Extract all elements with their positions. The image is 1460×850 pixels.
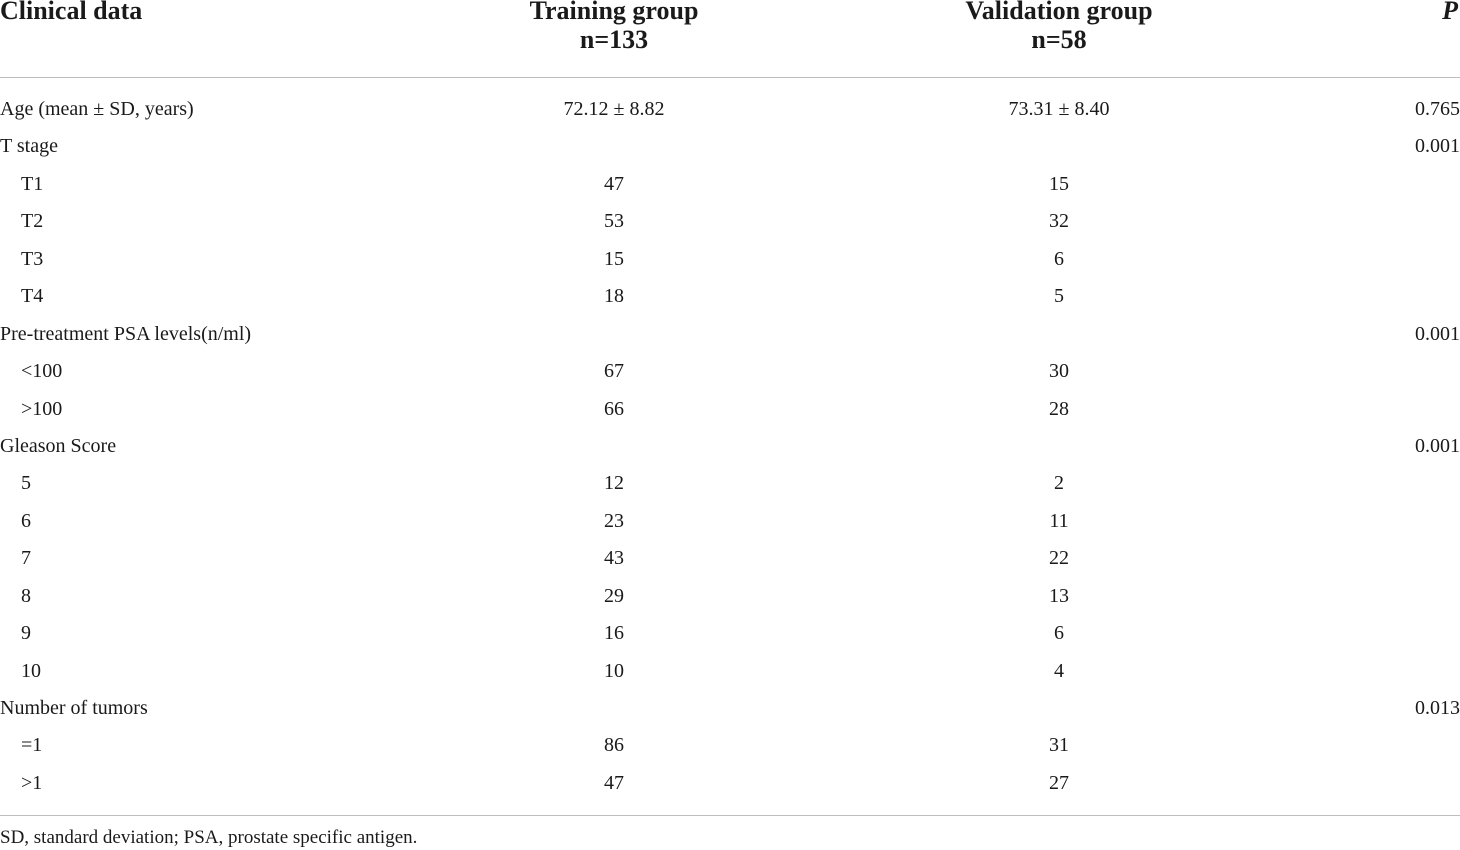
row-label: 5 <box>21 472 31 495</box>
row-label: Gleason Score <box>0 434 117 457</box>
validation-value: 2 <box>1054 472 1064 495</box>
row-label: >100 <box>21 397 63 420</box>
validation-value: 15 <box>1049 172 1069 195</box>
table-row: T stage 0.001 <box>0 130 1460 167</box>
table-row: >100 66 28 <box>0 393 1460 430</box>
row-label: Age (mean ± SD, years) <box>0 98 194 120</box>
header-validation-group-n: n=58 <box>1031 25 1087 54</box>
validation-value: 73.31 ± 8.40 <box>1008 98 1110 120</box>
table-row: 9 16 6 <box>0 617 1460 654</box>
p-value: 0.001 <box>1415 322 1460 345</box>
table-row: 5 12 2 <box>0 467 1460 504</box>
table-row: >1 47 27 <box>0 767 1460 804</box>
table-row: Number of tumors 0.013 <box>0 692 1460 729</box>
training-value: 29 <box>604 584 624 607</box>
validation-value: 6 <box>1054 622 1064 645</box>
p-value: 0.001 <box>1415 434 1460 457</box>
table-row: Pre-treatment PSA levels(n/ml) 0.001 <box>0 318 1460 355</box>
row-label: >1 <box>21 771 43 794</box>
table-row: 7 43 22 <box>0 542 1460 579</box>
training-value: 47 <box>604 771 624 794</box>
header-training-group: Training group n=133 <box>464 0 764 54</box>
training-value: 72.12 ± 8.82 <box>563 98 665 120</box>
training-value: 12 <box>604 472 624 495</box>
training-value: 53 <box>604 210 624 233</box>
validation-value: 22 <box>1049 547 1069 570</box>
training-value: 66 <box>604 397 624 420</box>
table-row: 6 23 11 <box>0 505 1460 542</box>
table-footnote: SD, standard deviation; PSA, prostate sp… <box>0 827 418 848</box>
row-label: 9 <box>21 622 31 645</box>
training-value: 86 <box>604 734 624 757</box>
table-row: <100 67 30 <box>0 355 1460 392</box>
validation-value: 31 <box>1049 734 1069 757</box>
header-clinical-data: Clinical data <box>0 0 143 25</box>
p-value: 0.765 <box>1415 98 1460 120</box>
table-row: T3 15 6 <box>0 243 1460 280</box>
table-row: T4 18 5 <box>0 280 1460 317</box>
training-value: 18 <box>604 285 624 308</box>
training-value: 10 <box>604 659 624 682</box>
row-label: 10 <box>21 659 41 682</box>
training-value: 15 <box>604 247 624 270</box>
validation-value: 28 <box>1049 397 1069 420</box>
table-row: T1 47 15 <box>0 168 1460 205</box>
row-label: T3 <box>21 247 44 270</box>
row-label: T2 <box>21 210 44 233</box>
validation-value: 5 <box>1054 285 1064 308</box>
row-label: T1 <box>21 172 44 195</box>
training-value: 23 <box>604 509 624 532</box>
p-value: 0.013 <box>1415 697 1460 719</box>
validation-value: 30 <box>1049 360 1069 383</box>
table-row: =1 86 31 <box>0 729 1460 766</box>
table-row: 10 10 4 <box>0 655 1460 692</box>
header-training-group-title: Training group <box>529 0 699 25</box>
header-validation-group-title: Validation group <box>965 0 1153 25</box>
training-value: 67 <box>604 360 624 383</box>
training-value: 43 <box>604 547 624 570</box>
row-label: =1 <box>21 734 43 757</box>
validation-value: 13 <box>1049 584 1069 607</box>
row-label: <100 <box>21 360 63 383</box>
table-bottom-rule <box>0 815 1460 816</box>
validation-value: 11 <box>1049 509 1069 532</box>
p-value: 0.001 <box>1415 135 1460 158</box>
row-label: 8 <box>21 584 31 607</box>
header-validation-group: Validation group n=58 <box>909 0 1209 54</box>
clinical-data-table: Clinical data Training group n=133 Valid… <box>0 0 1460 804</box>
row-label: 7 <box>21 547 31 570</box>
row-label: T stage <box>0 135 58 158</box>
row-label: Number of tumors <box>0 697 148 719</box>
table-row: Age (mean ± SD, years) 72.12 ± 8.82 73.31 … <box>0 93 1460 130</box>
validation-value: 27 <box>1049 771 1069 794</box>
table-row: Gleason Score 0.001 <box>0 430 1460 467</box>
table-row: 8 29 13 <box>0 580 1460 617</box>
table-header: Clinical data Training group n=133 Valid… <box>0 0 1460 78</box>
row-label: 6 <box>21 509 31 532</box>
row-label: T4 <box>21 285 44 308</box>
table-body: Age (mean ± SD, years) 72.12 ± 8.82 73.31 … <box>0 78 1460 804</box>
training-value: 16 <box>604 622 624 645</box>
validation-value: 4 <box>1054 659 1064 682</box>
header-training-group-n: n=133 <box>579 25 649 54</box>
validation-value: 6 <box>1054 247 1064 270</box>
table-row: T2 53 32 <box>0 205 1460 242</box>
training-value: 47 <box>604 172 624 195</box>
header-p-value: P <box>1442 0 1458 25</box>
row-label: Pre-treatment PSA levels(n/ml) <box>0 322 252 345</box>
validation-value: 32 <box>1049 210 1069 233</box>
